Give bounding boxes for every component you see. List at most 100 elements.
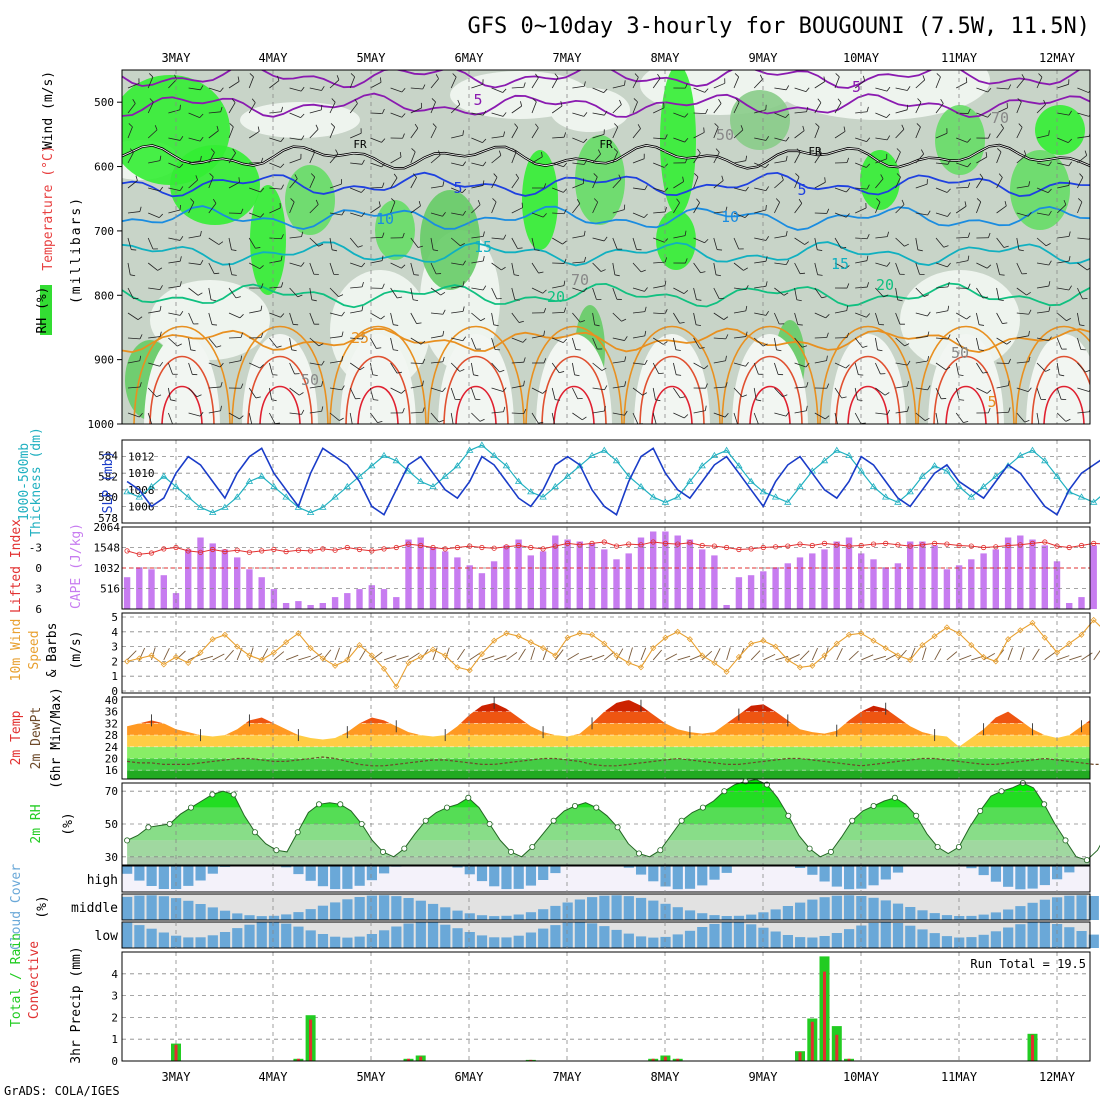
wind-barb-flag (158, 213, 164, 218)
wind-barb (127, 262, 131, 275)
lifted-index-point (295, 547, 301, 553)
wind-barb-flag (315, 199, 319, 205)
cape-bar (368, 585, 375, 609)
wind-barb (875, 312, 880, 325)
wind-barb-flag (135, 175, 138, 181)
wind-barb (775, 655, 789, 661)
cloud-fill (134, 895, 145, 920)
thickness-point (490, 451, 498, 458)
wind-barb-flag (1084, 150, 1088, 156)
lifted-index-point (711, 543, 718, 549)
isotherm-line (122, 171, 1090, 198)
wind-barb-flag (866, 106, 869, 112)
wind-barb (248, 131, 260, 139)
lifted-index-point (809, 542, 815, 549)
wind-barb (309, 176, 316, 189)
isotherm-35 (345, 355, 411, 424)
wind-barb (349, 412, 353, 424)
wind-barb (147, 129, 158, 139)
wind-barb-flag (200, 155, 202, 161)
wind-barb-flag (280, 137, 285, 142)
wind-barb (370, 337, 377, 349)
wind-barb-flag (896, 173, 901, 178)
wind-barb-flag (966, 315, 971, 320)
wind-barb-flag (765, 281, 768, 287)
wind-barb-flag (1078, 198, 1083, 203)
wind-barb (390, 362, 398, 374)
wind-barb (168, 387, 171, 400)
wind-barb-flag (618, 174, 622, 180)
rh-point (785, 812, 792, 819)
wind-barb-flag (239, 314, 244, 319)
cloud-fill (391, 896, 402, 920)
rh-point (913, 812, 920, 819)
wind-barb (491, 155, 502, 164)
wind-barb (188, 262, 201, 265)
rh-point (636, 850, 643, 857)
wind-barb (148, 287, 161, 291)
wind-barb (1057, 185, 1070, 189)
wind-barb-flag (886, 113, 891, 118)
wind-speed-point (1005, 636, 1012, 643)
cloud-fill (195, 904, 206, 920)
cape-bar (845, 537, 853, 609)
cape-bar (209, 543, 216, 609)
wind-barb-flag (806, 106, 809, 112)
wind-barb-flag (442, 309, 446, 315)
cloud-fill (966, 937, 977, 948)
wind-barb (572, 183, 584, 189)
wind-barb (673, 202, 680, 214)
chart-title: GFS 0~10day 3-hourly for BOUGOUNI (7.5W,… (467, 14, 1090, 39)
wind-barb (329, 237, 333, 250)
wind-barb-flag (876, 198, 881, 203)
wind-barb-flag (685, 83, 688, 89)
wind-barb-flag (1067, 138, 1073, 143)
wind-barb (309, 129, 319, 139)
wind-barb (572, 362, 575, 375)
wind-barb (673, 412, 685, 419)
wind-barb (1036, 162, 1049, 167)
wind-barb-flag (514, 274, 520, 277)
wind-barb-flag (1038, 73, 1043, 78)
wind-barb-flag (137, 316, 143, 320)
wind-barb-flag (603, 88, 608, 93)
wind-barb-flag (1047, 188, 1052, 193)
thickness-point (355, 472, 364, 479)
wind-barb-flag (498, 150, 502, 156)
wind-barb-flag (846, 332, 850, 338)
wind-barb-flag (130, 274, 136, 277)
wind-barb-flag (656, 425, 661, 426)
cloud-fill (256, 922, 267, 948)
wind-barb (551, 105, 563, 114)
wind-barb-flag (644, 306, 647, 312)
wind-barb (531, 287, 543, 294)
cloud-fill (391, 926, 402, 948)
thickness-point (221, 503, 229, 510)
wind-barb (383, 655, 397, 661)
wind-barb-flag (765, 186, 770, 191)
cloud-fill (978, 914, 989, 920)
wind-barb (471, 235, 484, 239)
thickness-point (576, 462, 584, 469)
wind-barb (713, 262, 717, 275)
thickness-point (1077, 493, 1086, 500)
thickness-point (857, 467, 865, 474)
wind-barb-flag (563, 258, 567, 264)
thickness-point (979, 482, 988, 490)
wind-barb (763, 653, 776, 661)
moist-patch (1035, 105, 1085, 155)
contour-label: 70 (991, 109, 1009, 127)
wind-barb (370, 236, 383, 239)
wind-barb-flag (1008, 407, 1011, 413)
cloud-fill (513, 914, 524, 920)
wind-barb (551, 412, 555, 424)
wind-barb-flag (745, 155, 748, 161)
wind-barb-flag (453, 425, 458, 426)
wind-barb (875, 262, 888, 267)
isotherm-line (122, 70, 1081, 89)
wind-barb (921, 647, 927, 661)
wind-barb-flag (281, 234, 284, 239)
wind-barb-flag (1028, 309, 1032, 315)
wind-barb (875, 337, 878, 350)
wind-barb-flag (277, 75, 280, 81)
